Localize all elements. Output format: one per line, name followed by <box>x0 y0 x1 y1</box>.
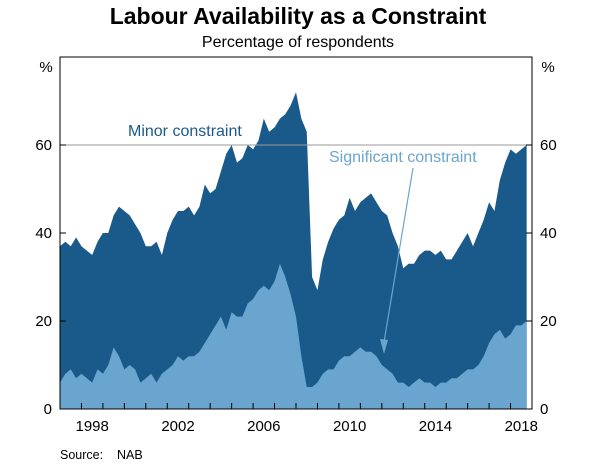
chart-title: Labour Availability as a Constraint <box>110 3 487 29</box>
y-unit-right: % <box>541 59 554 76</box>
y-tick-label-left: 40 <box>35 225 52 242</box>
chart-subtitle: Percentage of respondents <box>202 34 394 51</box>
plot-areas <box>60 92 527 409</box>
x-tick-label: 2006 <box>247 418 280 435</box>
y-tick-label-left: 0 <box>44 401 52 418</box>
annotation-minor-constraint: Minor constraint <box>128 123 242 140</box>
x-tick-label: 2010 <box>333 418 366 435</box>
y-tick-label-right: 20 <box>540 313 557 330</box>
significant-constraint-area <box>60 263 527 409</box>
y-tick-label-right: 0 <box>540 401 548 418</box>
annotation-arrowhead <box>380 339 388 354</box>
y-tick-label-left: 20 <box>35 313 52 330</box>
x-tick-label: 2018 <box>505 418 538 435</box>
annotation-significant-constraint: Significant constraint <box>329 149 477 166</box>
x-tick-label: 2002 <box>161 418 194 435</box>
source-note: Source: NAB <box>60 448 143 462</box>
annotation-arrow <box>383 167 414 343</box>
y-tick-label-right: 60 <box>540 137 557 154</box>
x-tick-label: 1998 <box>75 418 108 435</box>
ticks: 0 0 20 20 40 40 60 60 1998 2002 2006 2010 2014 2018 <box>35 137 556 435</box>
x-tick-label: 2014 <box>419 418 452 435</box>
y-tick-label-right: 40 <box>540 225 557 242</box>
y-tick-label-left: 60 <box>35 137 52 154</box>
y-unit-left: % <box>39 59 52 76</box>
minor-constraint-area <box>60 92 527 409</box>
